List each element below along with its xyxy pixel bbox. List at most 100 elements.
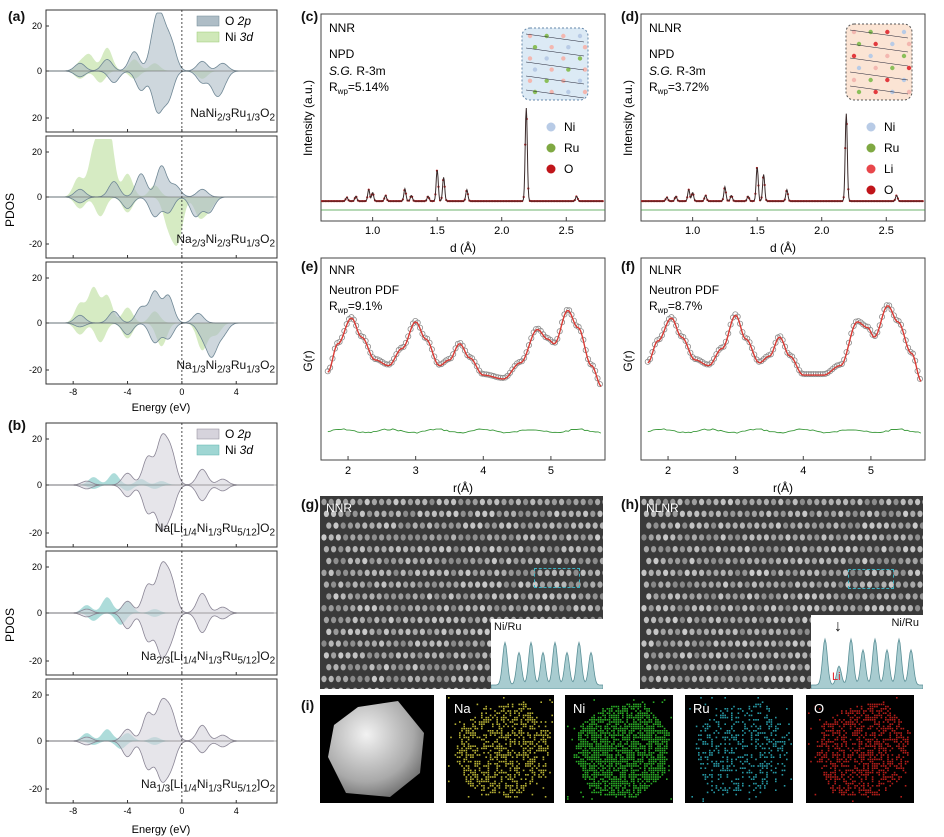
eds-signal-pixel <box>600 760 602 763</box>
lattice-atom-column <box>879 605 885 612</box>
eds-signal-pixel <box>483 723 485 725</box>
eds-signal-pixel <box>613 793 615 796</box>
eds-signal-pixel <box>845 721 847 723</box>
eds-signal-pixel <box>626 725 628 728</box>
eds-signal-pixel <box>761 767 764 769</box>
eds-signal-pixel <box>867 754 869 756</box>
eds-signal-pixel <box>652 752 655 754</box>
eds-signal-pixel <box>584 765 587 767</box>
lattice-atom-column <box>804 557 810 565</box>
eds-signal-pixel <box>589 767 591 769</box>
npd-d-method: NPD <box>649 47 675 61</box>
eds-signal-pixel <box>600 747 602 750</box>
eds-signal-pixel <box>611 778 613 780</box>
eds-signal-pixel <box>715 785 718 787</box>
lattice-atom-column <box>580 498 586 506</box>
eds-signal-pixel <box>626 721 628 723</box>
eds-signal-pixel <box>628 714 631 717</box>
eds-signal-pixel <box>854 714 856 717</box>
eds-signal-pixel <box>641 712 644 714</box>
eds-signal-pixel <box>456 752 459 754</box>
lattice-atom-column <box>410 581 416 588</box>
lattice-atom-column <box>823 510 829 517</box>
eds-signal-pixel <box>735 736 737 739</box>
eds-signal-pixel <box>584 721 587 723</box>
eds-signal-pixel <box>511 765 514 767</box>
pdf-observed-point <box>767 351 774 358</box>
eds-signal-pixel <box>825 723 828 725</box>
eds-signal-pixel <box>459 763 461 765</box>
lattice-atom-column <box>578 522 584 529</box>
eds-signal-pixel <box>619 756 622 758</box>
eds-signal-pixel <box>547 736 549 739</box>
eds-signal-pixel <box>644 778 646 780</box>
eds-signal-pixel <box>761 701 764 703</box>
eds-signal-pixel <box>832 723 834 725</box>
eds-signal-pixel <box>507 752 509 754</box>
pdf-f-ylabel: G(r) <box>621 350 635 371</box>
eds-signal-pixel <box>542 758 545 761</box>
eds-signal-pixel <box>525 765 527 767</box>
lattice-atom-column <box>494 498 500 506</box>
lattice-atom-column <box>599 593 603 600</box>
eds-signal-pixel <box>852 716 854 719</box>
eds-signal-pixel <box>781 736 784 739</box>
lattice-atom-column <box>761 522 767 529</box>
eds-signal-pixel <box>876 754 878 756</box>
lattice-atom-column <box>749 605 755 612</box>
lattice-atom-column <box>699 640 705 647</box>
eds-signal-pixel <box>860 756 863 758</box>
npd-xtick: 1.0 <box>365 225 380 237</box>
eds-signal-pixel <box>709 754 711 756</box>
eds-signal-pixel <box>750 771 753 774</box>
lattice-atom-column <box>862 522 868 529</box>
eds-signal-pixel <box>630 741 633 743</box>
lattice-atom-column <box>739 522 745 529</box>
eds-signal-pixel <box>644 745 646 747</box>
eds-signal-pixel <box>602 741 604 743</box>
lattice-atom-column <box>869 522 875 529</box>
eds-signal-pixel <box>608 782 611 785</box>
eds-signal-pixel <box>606 736 609 739</box>
eds-signal-pixel <box>666 730 668 732</box>
eds-signal-pixel <box>591 756 593 758</box>
lattice-atom-column <box>530 498 536 506</box>
lattice-atom-column <box>670 605 676 612</box>
pdos-formula-text: Na2/3[Li1/4Ni1/3Ru5/12]O2 <box>141 649 275 667</box>
lattice-atom-column <box>470 664 476 671</box>
eds-signal-pixel <box>597 774 600 776</box>
eds-signal-pixel <box>529 747 531 750</box>
lattice-atom-column <box>730 581 736 588</box>
eds-signal-pixel <box>619 793 622 796</box>
lattice-atom-column <box>491 557 497 565</box>
lattice-atom-column <box>508 534 514 541</box>
eds-signal-pixel <box>834 723 836 725</box>
eds-signal-pixel <box>644 754 646 756</box>
eds-signal-pixel <box>652 727 655 730</box>
eds-signal-pixel <box>500 760 503 763</box>
eds-signal-pixel <box>591 754 593 756</box>
eds-signal-pixel <box>630 732 633 734</box>
eds-signal-pixel <box>863 725 865 728</box>
eds-signal-pixel <box>514 741 516 743</box>
eds-signal-pixel <box>821 743 823 745</box>
eds-signal-pixel <box>567 725 569 728</box>
intensity-profile-area <box>490 641 603 689</box>
lattice-atom-column <box>383 557 389 565</box>
eds-signal-pixel <box>584 745 587 747</box>
eds-signal-pixel <box>869 756 872 758</box>
eds-signal-pixel <box>615 756 617 758</box>
eds-signal-pixel <box>706 725 709 728</box>
eds-signal-pixel <box>483 774 485 776</box>
pdos-ytick: 20 <box>32 562 42 572</box>
lattice-atom-column <box>535 557 541 565</box>
eds-signal-pixel <box>726 791 729 794</box>
eds-signal-pixel <box>823 732 825 734</box>
lattice-atom-column <box>566 569 572 576</box>
eds-signal-pixel <box>529 725 531 728</box>
lattice-atom-column <box>391 628 397 635</box>
eds-signal-pixel <box>648 767 650 769</box>
eds-signal-pixel <box>821 752 823 754</box>
lattice-atom-column <box>364 534 370 541</box>
eds-signal-pixel <box>608 769 611 772</box>
